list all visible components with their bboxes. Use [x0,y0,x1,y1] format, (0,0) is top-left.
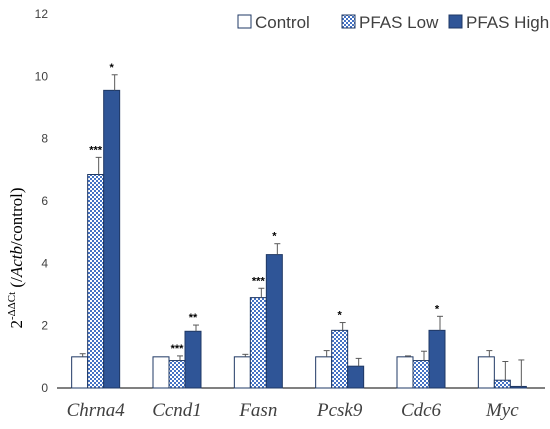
category-label-myc: Myc [485,400,519,421]
bar-myc-pfas-high [509,385,527,389]
significance-label: * [435,303,440,315]
bar-ccnd1-control [152,356,170,389]
bar-pcsk9-pfas-low [331,329,349,389]
legend: Control PFAS Low PFAS High [237,13,549,32]
significance-label: *** [171,343,185,355]
bars: *************** [71,62,527,389]
legend-label-control: Control [255,13,310,32]
y-tick-label: 6 [41,194,48,208]
bar-fasn-control [233,356,251,389]
y-ticks: 0 2 4 6 8 10 12 [35,7,49,395]
category-label-fasn: Fasn [238,400,277,421]
category-label-pcsk9: Pcsk9 [316,400,363,421]
y-axis-label-ref-gene: Actb [7,246,26,278]
y-axis-label-open: (/ [7,277,26,292]
y-tick-label: 12 [35,7,49,21]
significance-label: *** [252,275,266,287]
legend-swatch-control [237,14,252,29]
bar-fasn-pfas-low [249,297,267,389]
significance-label: * [110,62,115,74]
legend-swatch-pfas-high [448,14,463,29]
y-axis-label: 2-ΔΔCt (/Actb/control) [6,187,26,328]
y-tick-label: 0 [41,381,48,395]
y-tick-label: 4 [41,256,48,270]
bar-cdc6-control [396,356,414,389]
significance-label: ** [189,312,198,324]
y-tick-label: 8 [41,132,48,146]
y-axis-label-base: 2 [7,320,26,329]
y-tick-label: 10 [35,69,49,83]
y-axis-label-close: /control) [7,187,26,246]
bar-ccnd1-pfas-low [168,360,186,389]
bar-chrna4-pfas-high [103,89,121,389]
category-label-ccnd1: Ccnd1 [152,400,202,421]
bar-pcsk9-pfas-high [347,365,365,389]
bar-chrna4-pfas-low [87,174,105,389]
bar-fasn-pfas-high [265,254,283,389]
bar-myc-control [477,356,495,389]
bar-ccnd1-pfas-high [184,330,202,389]
bar-pcsk9-control [315,356,333,389]
legend-label-pfas-high: PFAS High [466,13,549,32]
significance-label: *** [89,144,103,156]
bar-cdc6-pfas-high [428,329,446,389]
bar-chrna4-control [71,356,89,389]
bar-myc-pfas-low [493,379,511,389]
significance-label: * [338,310,343,322]
significance-label: * [272,231,277,243]
y-tick-label: 2 [41,319,48,333]
legend-swatch-pfas-low [341,14,356,29]
category-label-cdc6: Cdc6 [401,400,442,421]
legend-label-pfas-low: PFAS Low [359,13,439,32]
y-axis-label-superscript: -ΔΔCt [6,292,18,320]
category-labels: Chrna4 Ccnd1 Fasn Pcsk9 Cdc6 Myc [67,400,520,421]
bar-cdc6-pfas-low [412,360,430,389]
category-label-chrna4: Chrna4 [67,400,126,421]
